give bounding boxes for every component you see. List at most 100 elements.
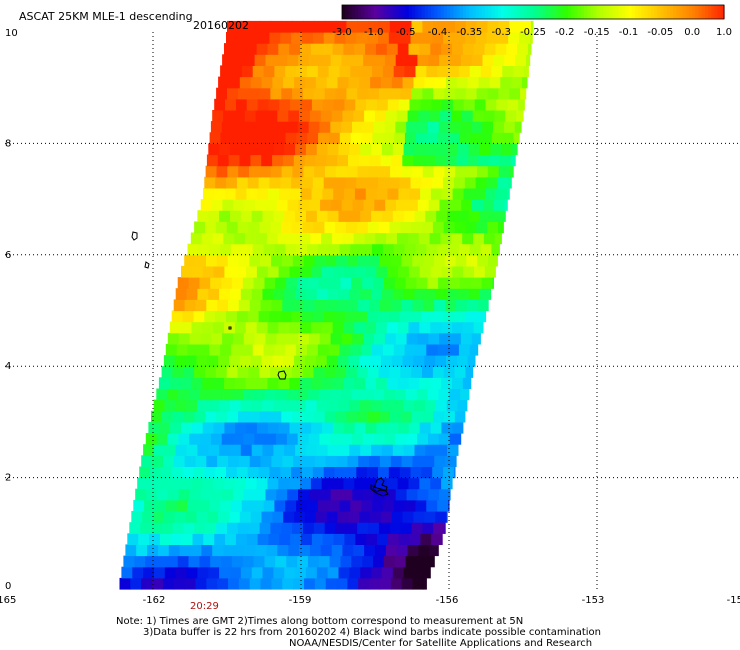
x-tick-label: -165	[0, 595, 16, 606]
swath-cell	[386, 321, 399, 334]
swath-cell	[254, 433, 266, 445]
swath-cell	[350, 132, 363, 144]
swath-cell	[248, 410, 261, 423]
swath-cell	[480, 65, 493, 78]
swath-cell	[468, 210, 481, 222]
swath-cell	[312, 310, 325, 323]
colorbar-label: -1.0	[364, 27, 384, 38]
swath-cell	[358, 577, 370, 590]
swath-cell	[287, 54, 299, 66]
swath-cell	[424, 355, 436, 367]
swath-cell	[240, 444, 253, 456]
swath-cell	[260, 455, 272, 467]
swath-cell	[444, 165, 456, 178]
swath-cell	[373, 555, 385, 568]
swath-cell	[207, 399, 220, 412]
swath-cell	[411, 366, 423, 378]
swath-cell	[326, 154, 338, 167]
swath-cell	[462, 232, 474, 245]
swath-cell	[249, 299, 262, 312]
swath-cell	[307, 132, 319, 144]
colorbar-segment	[529, 5, 534, 19]
swath-cell	[202, 477, 214, 490]
swath-cell	[362, 555, 374, 568]
swath-cell	[237, 20, 250, 33]
swath-cell	[322, 533, 335, 545]
swath-cell	[257, 533, 270, 545]
swath-cell	[223, 544, 235, 557]
swath-cell	[354, 421, 367, 434]
swath-cell	[465, 20, 478, 33]
swath-cell	[336, 299, 348, 312]
swath-cell	[217, 154, 230, 167]
swath-cell	[259, 165, 272, 178]
swath-cell	[430, 377, 442, 389]
swath-cell	[378, 310, 390, 323]
swath-cell	[262, 444, 274, 456]
swath-cell	[213, 188, 226, 200]
swath-cell	[413, 76, 425, 89]
swath-cell	[419, 377, 431, 389]
swath-cell	[341, 54, 353, 66]
swath-cell	[268, 533, 280, 545]
swath-cell	[373, 121, 386, 133]
swath-cell	[302, 221, 315, 234]
swath-cell	[391, 355, 404, 367]
swath-cell	[356, 221, 369, 234]
swath-cell	[341, 433, 353, 445]
swath-cell	[452, 265, 464, 278]
swath-cell	[250, 76, 263, 89]
swath-cell	[294, 511, 306, 523]
swath-cell	[383, 555, 396, 568]
swath-cell	[281, 522, 293, 534]
swath-cell	[456, 76, 469, 89]
swath-cell	[256, 265, 269, 278]
swath-cell	[376, 421, 388, 434]
swath-cell	[439, 54, 451, 66]
swath-cell	[503, 121, 516, 133]
swath-cell	[463, 265, 475, 278]
swath-cell	[279, 533, 291, 545]
swath-cell	[276, 121, 288, 133]
swath-cell	[330, 121, 342, 133]
swath-cell	[230, 65, 243, 78]
swath-cell	[348, 76, 360, 89]
swath-cell	[427, 388, 440, 401]
swath-cell	[423, 254, 435, 267]
swath-cell	[425, 399, 437, 412]
swath-cell	[236, 32, 249, 44]
swath-cell	[449, 121, 462, 133]
swath-cell	[232, 121, 245, 133]
swath-cell	[458, 243, 471, 256]
swath-cell	[322, 98, 335, 111]
colorbar-segment	[634, 5, 639, 19]
swath-cell	[321, 321, 334, 334]
swath-cell	[491, 65, 503, 78]
swath-cell	[497, 32, 509, 44]
swath-cell	[237, 87, 250, 100]
swath-cell	[415, 132, 428, 144]
swath-cell	[461, 110, 474, 122]
swath-cell	[389, 522, 402, 534]
swath-cell	[346, 20, 358, 33]
swath-cell	[297, 433, 310, 445]
swath-cell	[180, 377, 193, 389]
swath-cell	[417, 199, 430, 211]
swath-cell	[302, 366, 315, 378]
swath-cell	[427, 555, 435, 568]
colorbar-segment	[364, 5, 369, 19]
swath-cell	[463, 188, 475, 200]
swath-cell	[234, 321, 247, 334]
swath-cell	[411, 87, 423, 100]
swath-cell	[202, 321, 214, 334]
swath-cell	[409, 98, 421, 111]
island-outline	[144, 261, 150, 269]
swath-cell	[422, 366, 434, 378]
swath-cell	[430, 421, 443, 434]
colorbar-label: 0.0	[684, 27, 700, 38]
swath-cell	[205, 165, 218, 178]
swath-cell	[338, 143, 350, 156]
swath-cell	[324, 366, 336, 378]
swath-cell	[235, 98, 248, 111]
swath-cell	[152, 455, 164, 467]
